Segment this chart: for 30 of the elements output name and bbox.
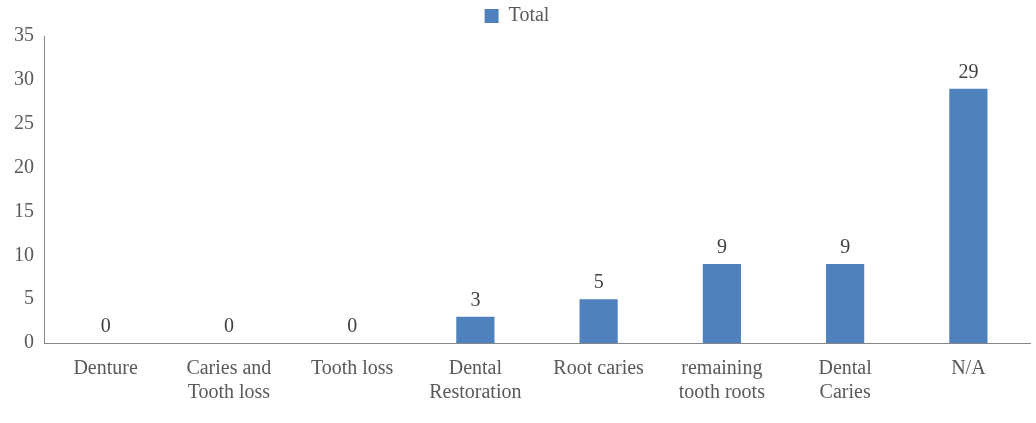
bar xyxy=(702,264,741,343)
y-tick-label: 20 xyxy=(14,154,34,177)
y-tick-label: 25 xyxy=(14,110,34,133)
data-label: 0 xyxy=(100,314,111,337)
data-label: 0 xyxy=(223,314,234,337)
legend-label: Total xyxy=(508,3,550,26)
y-tick-label: 10 xyxy=(14,242,34,265)
x-tick-label: Caries and Tooth loss xyxy=(186,356,272,403)
x-tick-label: Denture xyxy=(73,356,138,379)
y-tick-label: 5 xyxy=(24,286,34,309)
data-label: 3 xyxy=(470,287,481,310)
x-tick-label: Dental Caries xyxy=(818,356,873,403)
y-tick-label: 15 xyxy=(14,198,34,221)
x-tick-label: Tooth loss xyxy=(310,356,394,379)
data-label: 5 xyxy=(593,270,604,293)
x-tick-label: Dental Restoration xyxy=(429,356,522,403)
x-tick-label: N/A xyxy=(951,356,987,379)
y-tick-label: 30 xyxy=(14,67,34,90)
data-label: 9 xyxy=(840,235,851,258)
data-label: 0 xyxy=(347,314,358,337)
x-tick-label: remaining tooth roots xyxy=(678,356,766,403)
bar xyxy=(949,88,988,343)
bar xyxy=(456,316,495,343)
data-label: 29 xyxy=(958,59,979,82)
bar xyxy=(826,264,865,343)
y-tick-label: 0 xyxy=(24,330,34,353)
y-tick-label: 35 xyxy=(14,23,34,46)
data-label: 9 xyxy=(716,235,727,258)
x-tick-label: Root caries xyxy=(553,356,645,379)
bar xyxy=(579,299,618,343)
